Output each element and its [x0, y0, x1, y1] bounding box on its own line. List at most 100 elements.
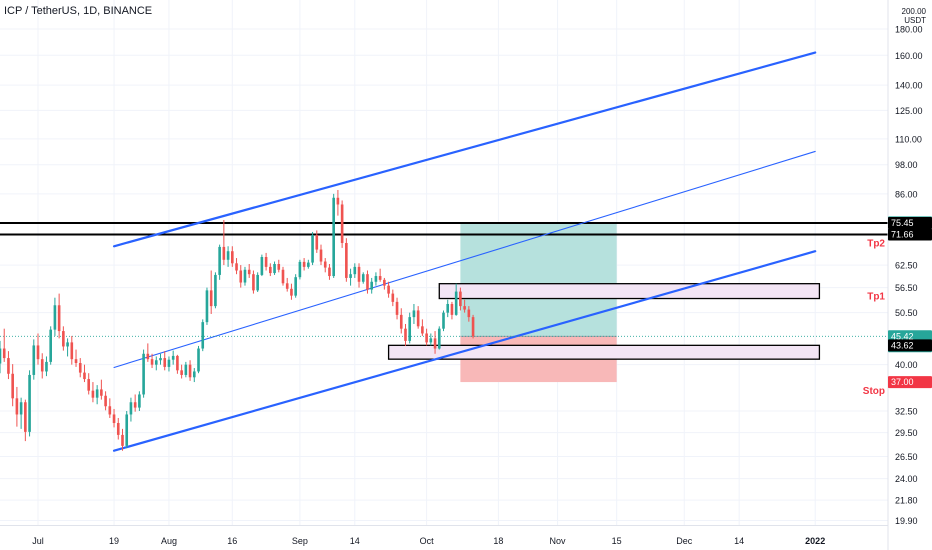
candle [247, 264, 251, 278]
price-label-text: 43.62 [891, 340, 914, 350]
candle [167, 356, 171, 372]
candle-body [256, 274, 259, 291]
candle [260, 254, 264, 277]
candle [277, 259, 281, 273]
candle-body [138, 394, 141, 408]
candle-body [205, 290, 209, 323]
currency-label: USDT [904, 16, 926, 25]
candle-body [40, 359, 44, 372]
candle-body [437, 328, 441, 349]
candle [269, 263, 272, 277]
candle [361, 272, 365, 284]
candle-body [142, 353, 145, 395]
candle [408, 312, 412, 344]
candle [53, 297, 57, 336]
candle [78, 358, 82, 378]
candle [471, 314, 475, 339]
candle [399, 308, 403, 334]
candle [7, 351, 10, 380]
candle-body [154, 360, 158, 365]
candle [66, 338, 69, 357]
channel-middle-line[interactable] [113, 150, 816, 369]
candle [214, 272, 217, 309]
candle-body [370, 281, 374, 290]
candle-body [180, 370, 183, 375]
target-zone[interactable] [460, 222, 617, 337]
candle-body [163, 358, 167, 367]
candle-body [36, 345, 40, 360]
candle-body [209, 290, 213, 307]
candle-body [459, 291, 462, 307]
candle-body [446, 303, 450, 313]
candle [74, 349, 78, 367]
candle [91, 382, 95, 403]
candle-body [319, 249, 323, 262]
candle [116, 417, 120, 440]
candle-body [95, 389, 99, 398]
candle-body [361, 274, 365, 282]
candle [45, 356, 48, 377]
tp1-box[interactable] [438, 283, 821, 300]
channel-lower-line[interactable] [112, 250, 817, 452]
candle-body [285, 283, 289, 289]
candle [353, 263, 357, 278]
candles [0, 189, 475, 451]
candle [226, 246, 230, 267]
price-tick-label: 50.50 [895, 308, 918, 318]
candle [442, 310, 445, 332]
candle [87, 373, 91, 395]
candle [146, 343, 150, 362]
price-tick-label: 86.00 [895, 189, 918, 199]
candle-body [214, 274, 217, 307]
candle [395, 297, 399, 320]
candle-body [45, 361, 48, 372]
candle-body [349, 274, 352, 278]
candle [391, 289, 395, 307]
candle-body [277, 264, 281, 270]
candle [290, 283, 293, 300]
symbol-title[interactable]: ICP / TetherUS, 1D, BINANCE [4, 5, 153, 17]
candle [108, 398, 112, 418]
candle [264, 252, 268, 271]
candle-body [192, 371, 196, 378]
candle-body [302, 261, 306, 267]
time-tick-label: 2022 [805, 536, 825, 546]
candle [11, 364, 14, 407]
candle-body [290, 288, 293, 296]
candle [100, 379, 103, 400]
candle-body [345, 242, 348, 278]
candle-body [231, 251, 234, 264]
channel-upper-line[interactable] [112, 51, 817, 248]
candle-body [100, 389, 103, 396]
candle-body [467, 309, 471, 318]
candle [125, 411, 129, 449]
candle-body [450, 303, 454, 315]
candle [421, 319, 424, 336]
candle [294, 274, 297, 298]
price-label-bg [888, 376, 932, 389]
candle-body [108, 406, 112, 415]
candle-body [416, 310, 420, 327]
candle [19, 397, 23, 429]
stop-box[interactable] [387, 344, 821, 360]
candle-body [404, 328, 407, 341]
candle [142, 349, 145, 398]
price-tick-label: 62.50 [895, 261, 918, 271]
candle [40, 353, 44, 379]
candle-body [239, 270, 243, 283]
candle [340, 200, 344, 248]
price-label-text: 37.00 [891, 377, 914, 387]
range-boxes[interactable] [387, 283, 821, 360]
price-axis[interactable] [888, 0, 932, 550]
candle-body [281, 269, 285, 284]
candle-body [395, 301, 399, 315]
time-tick-label: Nov [550, 536, 567, 546]
price-tick-label: 125.00 [895, 106, 923, 116]
trendlines[interactable] [0, 51, 888, 452]
candle-body [433, 338, 437, 349]
candle-body [188, 364, 192, 378]
price-label-bg [888, 228, 932, 241]
